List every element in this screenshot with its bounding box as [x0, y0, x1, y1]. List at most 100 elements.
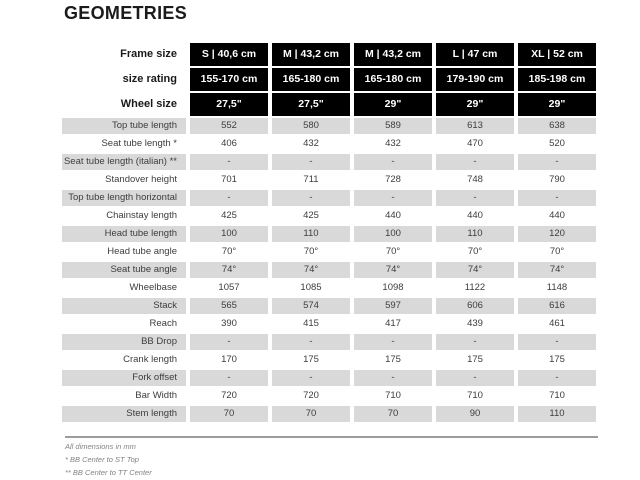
value-cell: 597 — [354, 298, 432, 314]
value-cell: 580 — [272, 118, 350, 134]
value-cell: 415 — [303, 318, 319, 329]
value-cell: - — [518, 334, 596, 350]
header-value-cell: 185-198 cm — [518, 68, 596, 91]
value-cell: 120 — [518, 226, 596, 242]
header-value-cell: 165-180 cm — [354, 68, 432, 91]
table-row: Top tube length horizontal - - - - - — [62, 190, 596, 206]
value-cell: - — [272, 154, 350, 170]
header-row: Frame size S | 40,6 cm M | 43,2 cm M | 43,2… — [62, 43, 596, 66]
row-label: Seat tube length * — [101, 138, 177, 149]
value-cell: 74° — [436, 262, 514, 278]
table-row: Head tube length 100 110 100 110 120 — [62, 226, 596, 242]
table-row: Seat tube angle 74° 74° 74° 74° 74° — [62, 262, 596, 278]
value-cell: 565 — [190, 298, 268, 314]
row-label: size rating — [122, 73, 177, 85]
value-cell: 425 — [221, 210, 237, 221]
value-cell: - — [272, 370, 350, 386]
value-cell: 1085 — [300, 282, 322, 293]
value-cell: 461 — [549, 318, 565, 329]
footnote-top-tube: ** BB Center to TT Center — [65, 468, 152, 477]
header-row: size rating 155-170 cm 165-180 cm 165-180 c… — [62, 68, 596, 91]
row-label: Chainstay length — [106, 210, 177, 221]
footnotes: All dimensions in mm * BB Center to ST T… — [65, 436, 598, 480]
value-cell: 70° — [549, 246, 565, 257]
value-cell: 574 — [272, 298, 350, 314]
row-label: Stack — [62, 298, 186, 314]
value-cell: 720 — [303, 390, 319, 401]
value-cell: - — [190, 334, 268, 350]
value-cell: 74° — [272, 262, 350, 278]
table-header: Frame size S | 40,6 cm M | 43,2 cm M | 43,2… — [62, 43, 596, 116]
value-cell: 790 — [549, 174, 565, 185]
value-cell: - — [518, 370, 596, 386]
row-label: Frame size — [120, 48, 177, 60]
header-value-cell: 155-170 cm — [190, 68, 268, 91]
value-cell: 74° — [518, 262, 596, 278]
row-label: Seat tube length (italian) ** — [62, 154, 186, 170]
header-value-cell: S | 40,6 cm — [190, 43, 268, 66]
table-row: Seat tube length * 406 432 432 470 520 — [62, 136, 596, 152]
header-value-cell: M | 43,2 cm — [354, 43, 432, 66]
table-body: Top tube length 552 580 589 613 638 Seat tube … — [62, 118, 596, 422]
value-cell: 440 — [467, 210, 483, 221]
value-cell: 1122 — [464, 282, 486, 293]
header-value-cell: 29" — [518, 93, 596, 116]
geometry-table: Frame size S | 40,6 cm M | 43,2 cm M | 43,2… — [62, 43, 596, 424]
row-label: Head tube angle — [107, 246, 177, 257]
table-row: Bar Width 720 720 710 710 710 — [62, 388, 596, 404]
value-cell: 613 — [436, 118, 514, 134]
value-cell: 616 — [518, 298, 596, 314]
table-row: Head tube angle 70° 70° 70° 70° 70° — [62, 244, 596, 260]
row-label: Reach — [149, 318, 177, 329]
header-value-cell: L | 47 cm — [436, 43, 514, 66]
row-label: Stem length — [62, 406, 186, 422]
header-value-cell: 165-180 cm — [272, 68, 350, 91]
value-cell: 432 — [303, 138, 319, 149]
value-cell: - — [190, 370, 268, 386]
value-cell: 70 — [354, 406, 432, 422]
value-cell: 701 — [221, 174, 237, 185]
value-cell: 552 — [190, 118, 268, 134]
footnote-dimensions: All dimensions in mm — [65, 442, 136, 451]
page-title: GEOMETRIES — [64, 3, 188, 23]
value-cell: - — [436, 370, 514, 386]
value-cell: 432 — [385, 138, 401, 149]
value-cell: 606 — [436, 298, 514, 314]
value-cell: - — [354, 154, 432, 170]
value-cell: 70° — [385, 246, 401, 257]
row-label: Bar Width — [135, 390, 177, 401]
header-value-cell: 27,5" — [190, 93, 268, 116]
value-cell: 110 — [436, 226, 514, 242]
value-cell: 70 — [272, 406, 350, 422]
header-value-cell: 179-190 cm — [436, 68, 514, 91]
table-row: Standover height 701 711 728 748 790 — [62, 172, 596, 188]
header-row: Wheel size 27,5" 27,5" 29" 29" 29" — [62, 93, 596, 116]
header-value-cell: 29" — [354, 93, 432, 116]
row-label: Wheelbase — [129, 282, 177, 293]
row-label: Wheel size — [120, 98, 177, 110]
value-cell: 1148 — [546, 282, 568, 293]
value-cell: - — [272, 334, 350, 350]
table-row: Reach 390 415 417 439 461 — [62, 316, 596, 332]
value-cell: - — [436, 190, 514, 206]
value-cell: 710 — [467, 390, 483, 401]
value-cell: 170 — [221, 354, 237, 365]
value-cell: - — [190, 190, 268, 206]
value-cell: 711 — [303, 174, 319, 185]
value-cell: 589 — [354, 118, 432, 134]
value-cell: 390 — [221, 318, 237, 329]
value-cell: 110 — [272, 226, 350, 242]
table-row: Wheelbase 1057 1085 1098 1122 1148 — [62, 280, 596, 296]
footnote-seat-tube: * BB Center to ST Top — [65, 455, 139, 464]
table-row: BB Drop - - - - - — [62, 334, 596, 350]
value-cell: 439 — [467, 318, 483, 329]
value-cell: 70° — [221, 246, 237, 257]
value-cell: 100 — [190, 226, 268, 242]
value-cell: 175 — [549, 354, 565, 365]
row-label: Seat tube angle — [62, 262, 186, 278]
value-cell: - — [190, 154, 268, 170]
row-label: BB Drop — [62, 334, 186, 350]
value-cell: 175 — [303, 354, 319, 365]
value-cell: 74° — [354, 262, 432, 278]
